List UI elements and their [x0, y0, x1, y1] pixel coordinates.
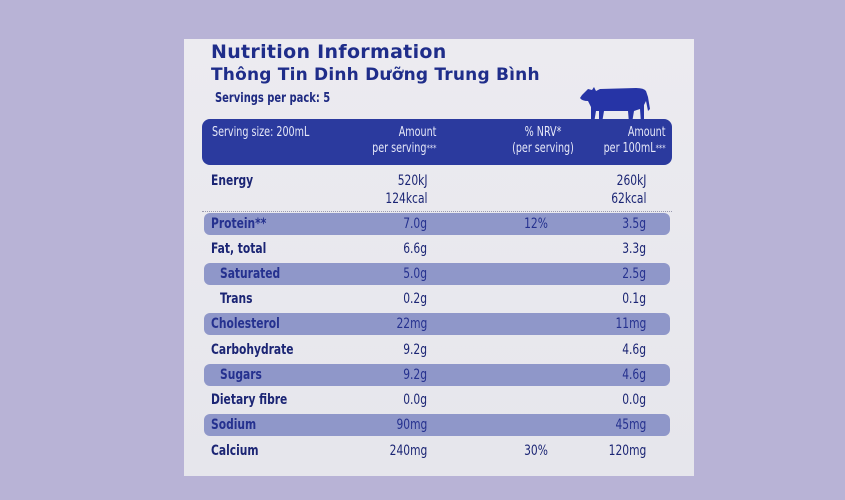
label-title: Nutrition Information	[211, 41, 447, 63]
table-row-sugars: Sugars 9.2g 4.6g	[204, 364, 670, 386]
nutrition-label: Nutrition Information Thông Tin Dinh Dưỡ…	[184, 39, 694, 476]
nutrient-name: Trans	[220, 291, 253, 307]
per-serving-value: 520kJ 124kcal	[385, 172, 427, 208]
per-serving-value: 22mg	[396, 316, 427, 332]
table-row-protein: Protein** 7.0g 12% 3.5g	[204, 213, 670, 235]
value-kcal: 62kcal	[610, 191, 646, 207]
nutrient-name: Dietary fibre	[211, 392, 288, 408]
nutrient-name: Saturated	[220, 266, 281, 282]
header-line: (per serving)	[512, 141, 574, 156]
per-100ml-value: 11mg	[615, 316, 646, 332]
value-kj: 520kJ	[397, 173, 427, 189]
per-serving-value: 9.2g	[403, 367, 427, 383]
per-100ml-value: 3.5g	[622, 216, 646, 232]
table-row-trans: Trans 0.2g 0.1g	[204, 288, 670, 310]
per-serving-value: 7.0g	[403, 216, 427, 232]
header-line: per 100mL	[604, 141, 657, 156]
amount-per-serving-header: Amount per serving***	[372, 125, 436, 157]
nutrient-name: Calcium	[211, 443, 259, 459]
table-row-fat-total: Fat, total 6.6g 3.3g	[204, 238, 670, 260]
nrv-value: 12%	[524, 216, 548, 232]
table-row-energy: Energy 520kJ 124kcal 260kJ 62kcal	[204, 170, 670, 210]
table-row-dietary-fibre: Dietary fibre 0.0g 0.0g	[204, 389, 670, 411]
nutrient-name: Energy	[211, 173, 254, 189]
per-100ml-value: 0.0g	[622, 392, 646, 408]
per-serving-value: 0.2g	[403, 291, 427, 307]
table-row-carbohydrate: Carbohydrate 9.2g 4.6g	[204, 339, 670, 361]
header-line: per serving	[371, 141, 427, 156]
value-kcal: 124kcal	[384, 191, 427, 207]
table-row-calcium: Calcium 240mg 30% 120mg	[204, 440, 670, 462]
amount-per-100ml-header: Amount per 100mL***	[604, 125, 666, 157]
divider	[202, 211, 672, 212]
per-100ml-value: 4.6g	[622, 342, 646, 358]
nutrient-name: Carbohydrate	[211, 342, 294, 358]
header-line: Amount	[628, 125, 666, 140]
footnote-mark: ***	[656, 144, 666, 154]
per-serving-value: 9.2g	[403, 342, 427, 358]
nutrient-name: Sodium	[211, 417, 257, 433]
header-line: % NRV*	[524, 125, 562, 140]
table-header: Serving size: 200mL Amount per serving**…	[202, 119, 672, 165]
per-100ml-value: 260kJ 62kcal	[611, 172, 646, 208]
per-serving-value: 6.6g	[403, 241, 427, 257]
nrv-value: 30%	[524, 443, 548, 459]
nrv-header: % NRV* (per serving)	[506, 125, 580, 157]
table-row-saturated: Saturated 5.0g 2.5g	[204, 263, 670, 285]
per-100ml-value: 120mg	[608, 443, 646, 459]
per-serving-value: 90mg	[396, 417, 427, 433]
per-serving-value: 240mg	[389, 443, 427, 459]
footnote-mark: ***	[426, 144, 436, 154]
per-100ml-value: 3.3g	[622, 241, 646, 257]
table-row-cholesterol: Cholesterol 22mg 11mg	[204, 313, 670, 335]
per-100ml-value: 4.6g	[622, 367, 646, 383]
label-subtitle: Thông Tin Dinh Dưỡng Trung Bình	[211, 65, 540, 85]
header-line: Amount	[398, 125, 436, 140]
nutrient-name: Cholesterol	[211, 316, 280, 332]
per-serving-value: 0.0g	[403, 392, 427, 408]
nutrient-name: Fat, total	[211, 241, 267, 257]
serving-size-header: Serving size: 200mL	[212, 125, 310, 140]
per-100ml-value: 45mg	[615, 417, 646, 433]
servings-per-pack: Servings per pack: 5	[215, 91, 331, 106]
table-row-sodium: Sodium 90mg 45mg	[204, 414, 670, 436]
value-kj: 260kJ	[616, 173, 646, 189]
nutrient-name: Protein**	[211, 216, 267, 232]
nutrient-name: Sugars	[220, 367, 262, 383]
per-serving-value: 5.0g	[403, 266, 427, 282]
per-100ml-value: 2.5g	[622, 266, 646, 282]
per-100ml-value: 0.1g	[622, 291, 646, 307]
cow-icon	[580, 87, 650, 123]
